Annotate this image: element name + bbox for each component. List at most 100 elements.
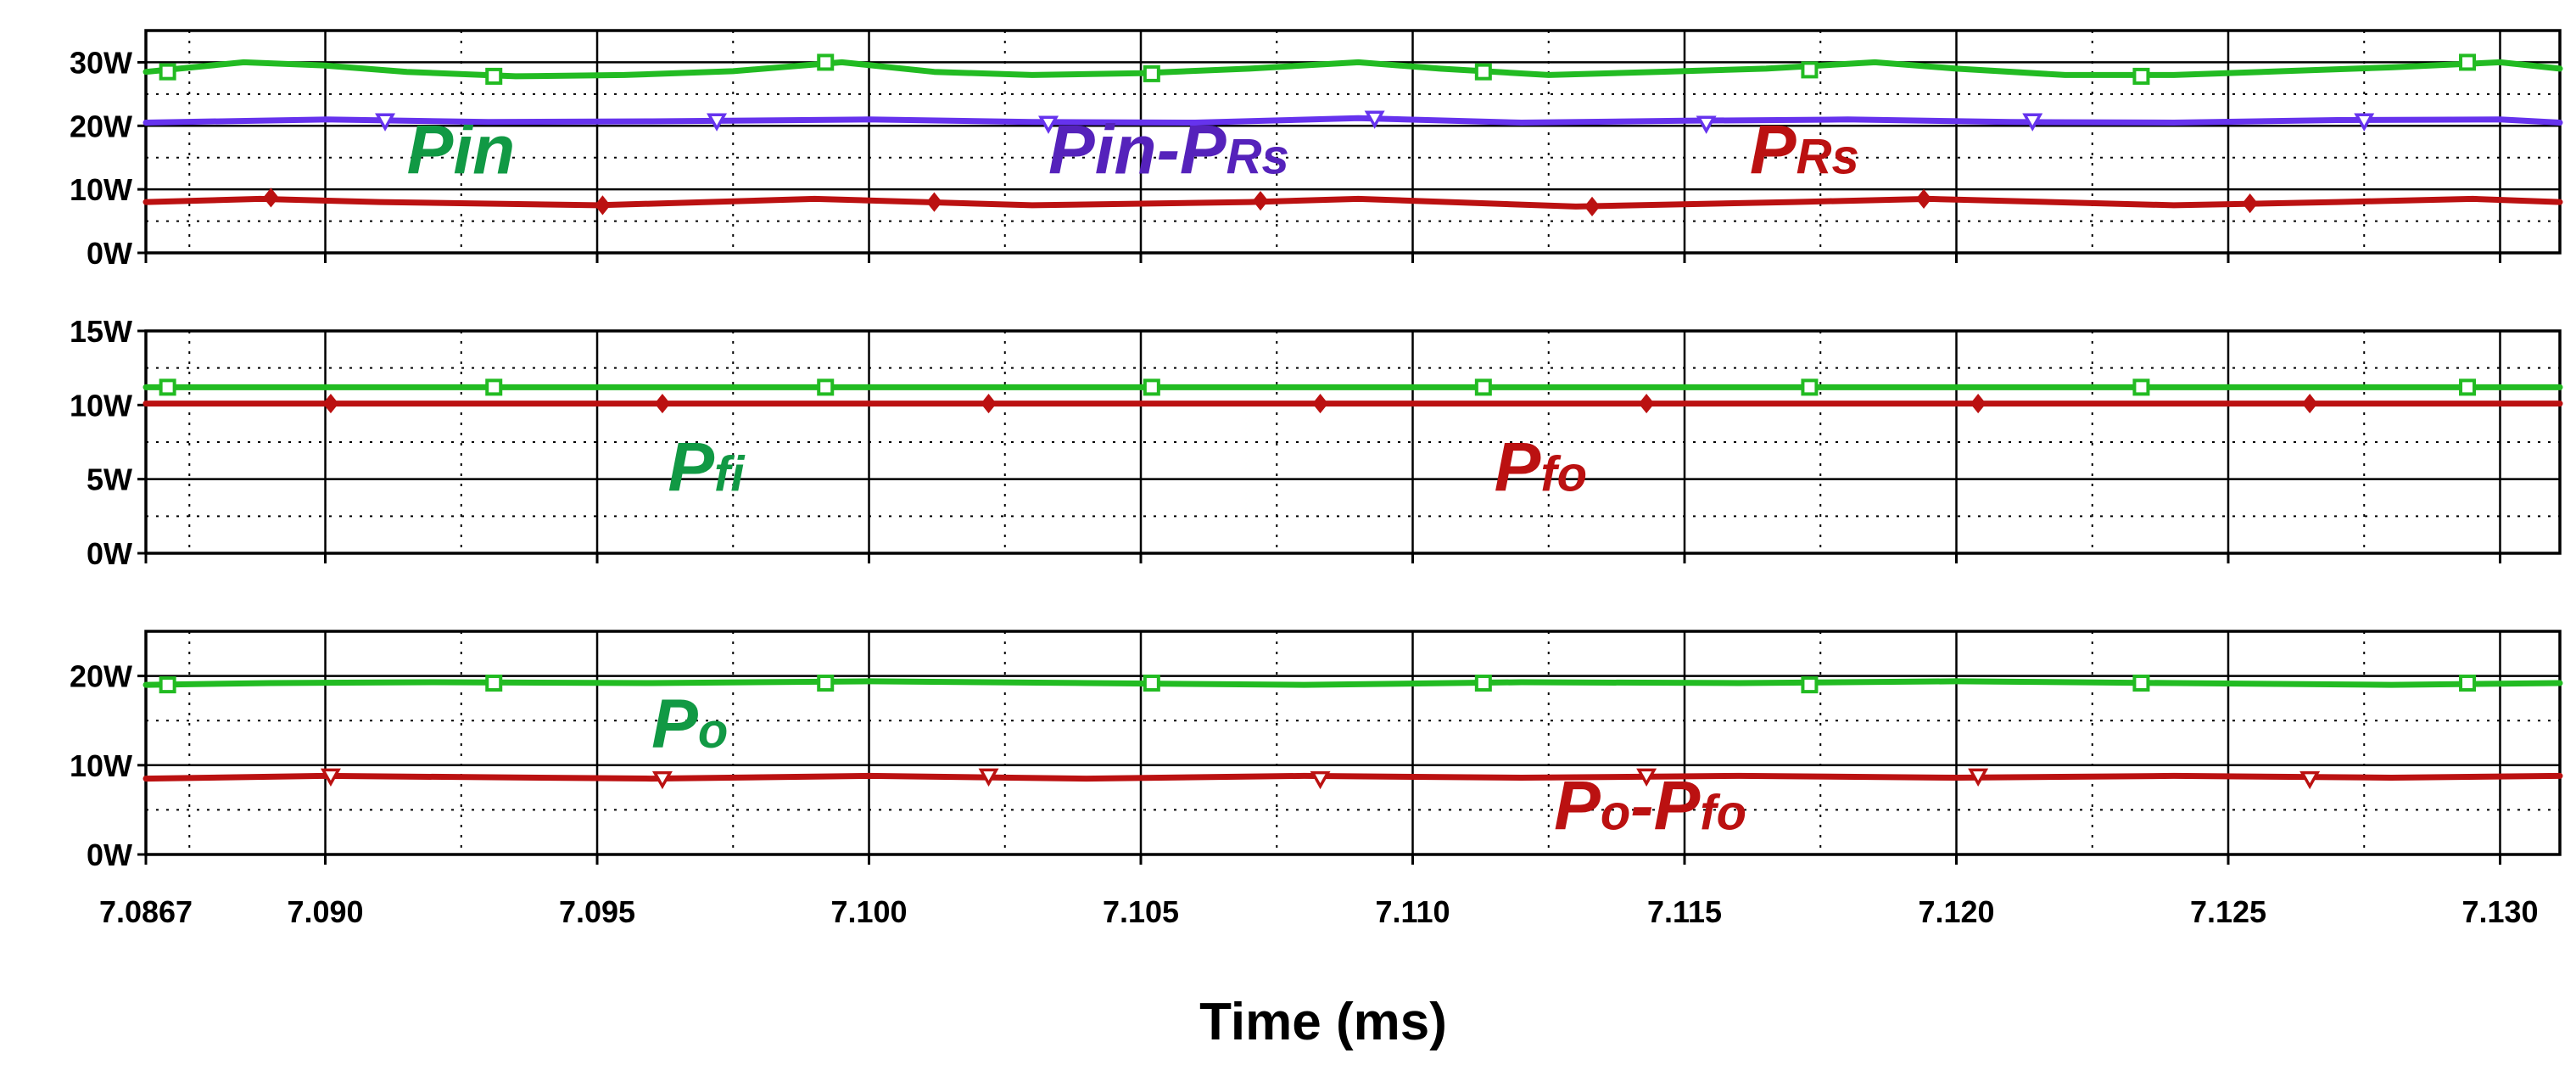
- data-point-Pin: [1801, 61, 1819, 79]
- series-Pin: Pin: [142, 53, 2563, 188]
- data-point-Po-Pfo: [1968, 768, 1989, 787]
- y-tick-label: 10W: [70, 172, 132, 207]
- data-point-Pfo: [981, 393, 997, 414]
- series-Pin-PRs: Pin-PRs: [142, 110, 2563, 188]
- data-point-Po: [159, 676, 176, 694]
- series-Pfo: Pfo: [142, 393, 2563, 507]
- data-point-Po: [817, 675, 835, 692]
- data-point-Pfo: [1638, 393, 1655, 414]
- x-tick-label: 7.130: [2461, 894, 2538, 929]
- data-point-Pfi: [1474, 378, 1492, 396]
- data-point-Pfi: [2459, 378, 2477, 396]
- series-Pfi: Pfi: [142, 378, 2563, 507]
- data-point-Pin-PRs: [1038, 115, 1059, 134]
- data-point-Po-Pfo: [978, 768, 999, 787]
- series-label-PRs: PRs: [1750, 111, 1859, 188]
- x-tick-label: 7.105: [1103, 894, 1179, 929]
- data-point-PRs: [926, 192, 942, 212]
- data-point-PRs: [1252, 191, 1269, 211]
- data-point-Pin-PRs: [375, 113, 396, 132]
- series-label-Pin-PRs: Pin-PRs: [1048, 111, 1289, 188]
- series-Po-Pfo: Po-Pfo: [142, 768, 2563, 845]
- series-label-part: P: [1495, 429, 1541, 507]
- y-tick-label: 10W: [70, 748, 132, 783]
- series-line-Po-Pfo: [142, 772, 2563, 782]
- data-point-Po: [485, 675, 503, 692]
- data-point-Pin-PRs: [1364, 110, 1385, 129]
- data-point-Po: [2132, 675, 2150, 692]
- series-label-Po-Pfo: Po-Pfo: [1554, 768, 1746, 845]
- data-point-Po-Pfo: [1636, 768, 1657, 787]
- x-tick-label: 7.0867: [99, 894, 193, 929]
- data-point-Po: [1801, 676, 1819, 694]
- x-tick-label: 7.125: [2190, 894, 2266, 929]
- data-point-Pfi: [2132, 378, 2150, 396]
- data-point-Pin: [817, 53, 835, 71]
- data-point-Pin: [2459, 53, 2477, 71]
- data-point-Po: [1474, 675, 1492, 692]
- data-point-Pfo: [1970, 393, 1986, 414]
- x-tick-label: 7.120: [1918, 894, 1994, 929]
- data-point-Pfo: [322, 393, 339, 414]
- data-point-PRs: [263, 188, 279, 208]
- panel-frame: [144, 630, 2562, 856]
- series-label-part: Rs: [1227, 129, 1289, 184]
- x-tick-label: 7.115: [1647, 894, 1722, 929]
- data-point-Pin-PRs: [1696, 115, 1717, 134]
- data-point-Pin: [1474, 63, 1492, 81]
- series-label-part: P: [1750, 111, 1796, 188]
- series-label-Pfo: Pfo: [1495, 429, 1587, 507]
- data-point-Pfi: [1801, 378, 1819, 396]
- series-label-part: Rs: [1796, 129, 1859, 184]
- y-tick-label: 0W: [87, 838, 132, 872]
- series-label-part: fo: [1700, 786, 1746, 841]
- y-tick-label: 0W: [87, 536, 132, 571]
- data-point-Po-Pfo: [651, 770, 673, 790]
- x-axis-label: Time (ms): [1199, 993, 1447, 1051]
- data-point-Pfo: [2301, 393, 2318, 414]
- series-line-Po: [142, 678, 2563, 688]
- y-tick-label: 20W: [70, 109, 132, 143]
- series-label-part: P: [1554, 768, 1601, 845]
- series-label-part: fo: [1540, 447, 1587, 502]
- data-point-Po-Pfo: [2299, 770, 2321, 790]
- data-point-Pin: [485, 67, 503, 85]
- data-point-Pin-PRs: [707, 113, 728, 132]
- y-tick-label: 15W: [70, 314, 132, 349]
- data-point-Po-Pfo: [320, 768, 341, 787]
- data-point-Pin-PRs: [2022, 113, 2043, 132]
- data-point-Pin: [1143, 64, 1160, 82]
- panel-frame: [144, 329, 2562, 555]
- series-line-PRs: [142, 195, 2563, 210]
- series-label-part: -P: [1630, 768, 1700, 845]
- series-label-part: o: [1601, 786, 1630, 841]
- series-label-Pfi: Pfi: [668, 429, 746, 507]
- y-tick-label: 20W: [70, 659, 132, 694]
- data-point-Po-Pfo: [1310, 770, 1331, 790]
- series-label-part: o: [698, 703, 728, 759]
- data-point-Pfo: [1312, 393, 1328, 414]
- series-label-part: fi: [714, 447, 746, 502]
- series-label-part: Pin-P: [1048, 111, 1227, 188]
- data-point-Pfi: [1143, 378, 1160, 396]
- series-label-part: P: [651, 686, 698, 763]
- series-label-Po: Po: [651, 686, 728, 763]
- series-line-Pin-PRs: [142, 115, 2563, 126]
- data-point-Po: [1143, 675, 1160, 692]
- data-point-Pin: [159, 63, 176, 81]
- x-tick-label: 7.110: [1375, 894, 1450, 929]
- series-Po: Po: [142, 675, 2563, 763]
- series-PRs: PRs: [142, 111, 2563, 216]
- data-point-Pfi: [159, 378, 176, 396]
- data-point-Po: [2459, 675, 2477, 692]
- y-tick-label: 30W: [70, 45, 132, 80]
- x-axis: 7.0867 7.090 7.095 7.100 7.105 7.110 7.115 7.12…: [99, 894, 2539, 929]
- y-tick-label: 5W: [87, 462, 132, 497]
- x-tick-label: 7.090: [287, 894, 363, 929]
- series-line-Pin: [142, 59, 2563, 80]
